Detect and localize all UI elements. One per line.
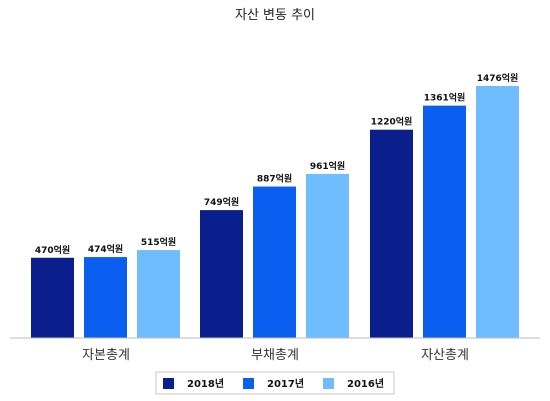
legend-label: 2018년 <box>187 377 224 390</box>
data-label: 961억원 <box>310 160 345 172</box>
category-labels: 자본총계 부채총계 자산총계 <box>82 348 469 363</box>
bar-3-3 <box>476 86 519 338</box>
category-label: 자산총계 <box>421 348 469 363</box>
legend-swatch <box>323 378 334 389</box>
data-label: 470억원 <box>35 244 70 256</box>
data-label: 749억원 <box>204 196 239 208</box>
data-label: 1220억원 <box>371 116 413 128</box>
legend-label: 2016년 <box>347 377 384 390</box>
bar-3-2 <box>423 105 466 338</box>
data-label: 1476억원 <box>477 72 519 84</box>
bar-2-2 <box>253 186 296 338</box>
legend-box <box>155 371 395 395</box>
bars-group: 470억원 474억원 515억원 749억원 887억원 961억원 1220억원 1361… <box>31 72 519 338</box>
category-label: 자본총계 <box>82 348 130 363</box>
chart-title: 자산 변동 추이 <box>235 8 315 23</box>
bar-3-1 <box>370 129 413 338</box>
bar-1-3 <box>137 250 180 338</box>
category-label: 부채총계 <box>251 348 299 363</box>
data-label: 515억원 <box>141 236 176 248</box>
legend: 2018년 2017년 2016년 <box>155 371 395 395</box>
data-label: 887억원 <box>257 173 292 185</box>
legend-swatch <box>163 378 174 389</box>
bar-1-2 <box>84 257 127 338</box>
legend-label: 2017년 <box>267 377 304 390</box>
bar-2-1 <box>200 210 243 338</box>
legend-swatch <box>243 378 254 389</box>
data-label: 474억원 <box>88 243 123 255</box>
bar-1-1 <box>31 257 74 338</box>
bar-2-3 <box>306 173 349 338</box>
data-label: 1361억원 <box>424 92 466 104</box>
